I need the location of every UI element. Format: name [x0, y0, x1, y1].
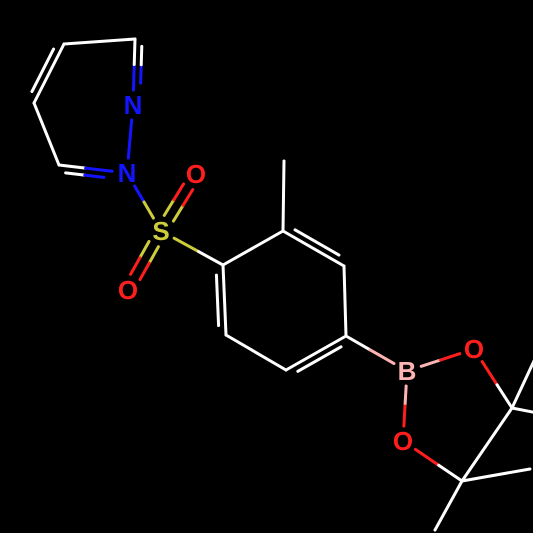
atom-O: O — [393, 426, 413, 456]
atom-O: O — [464, 334, 484, 364]
atom-N: N — [124, 90, 143, 120]
atom-N: N — [118, 158, 137, 188]
atom-O: O — [186, 159, 206, 189]
atom-S: S — [152, 216, 169, 246]
atom-B: B — [398, 356, 417, 386]
molecule-diagram: NNSOOBOO — [0, 0, 533, 533]
atom-O: O — [118, 275, 138, 305]
